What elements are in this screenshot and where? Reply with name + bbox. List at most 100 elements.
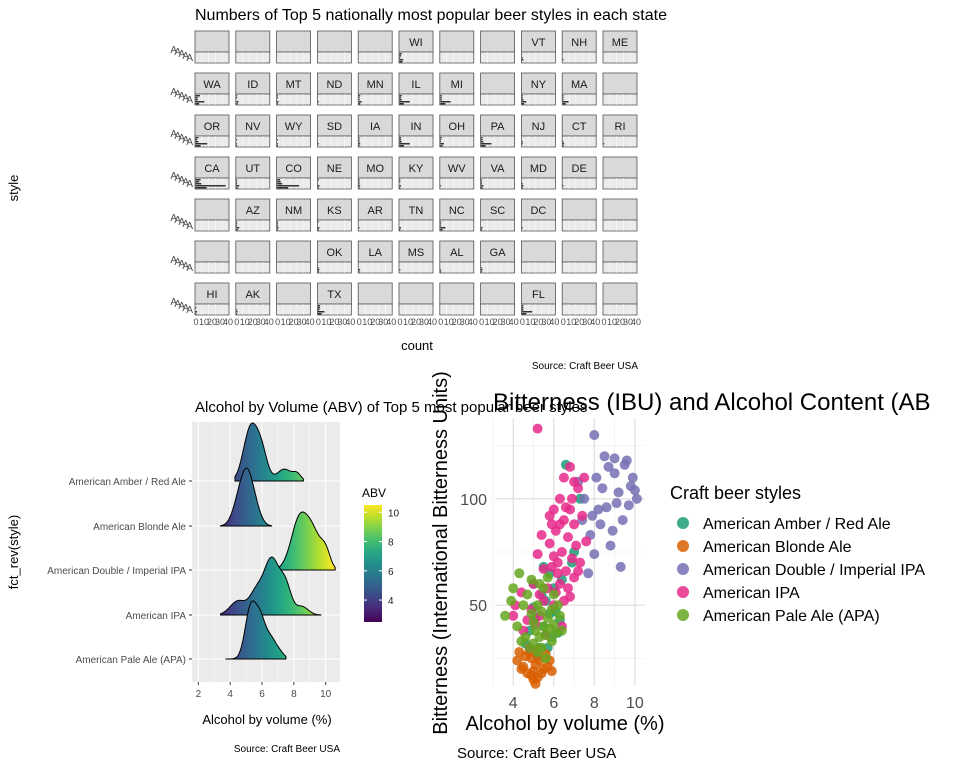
facet-bar-american-pale-ale-apa [399, 229, 401, 231]
legend-label-american-double-imperial-ipa: American Double / Imperial IPA [703, 562, 925, 579]
facet-bar-american-ipa [440, 269, 442, 271]
facet-x-tick-label: 40 [223, 317, 233, 327]
facet-plot-area [439, 135, 475, 148]
facet-bar-american-blonde-ale [562, 97, 564, 99]
facet-y-tick-label: A [182, 219, 189, 230]
colorbar [364, 505, 382, 622]
scatter-point [563, 583, 573, 594]
facet-x-tick-label: 20 [289, 317, 299, 327]
facet-y-tick-label: A [186, 53, 193, 64]
facet-plot-area [276, 93, 312, 106]
facet-bar-american-blonde-ale [399, 97, 401, 99]
scatter-point [512, 621, 523, 632]
facet-panel-wi: WI [398, 30, 434, 64]
facet-strip-label: DC [530, 205, 546, 217]
facet-plot-area [521, 135, 556, 148]
facet-panel-empty [561, 198, 597, 232]
facet-strip [480, 282, 516, 305]
facet-plot-area [316, 219, 352, 232]
facet-chart-caption: Source: Craft Beer USA [532, 361, 638, 372]
facet-y-tick-label: A [174, 257, 181, 268]
facet-bar-american-ipa [440, 101, 451, 103]
facet-bar-american-ipa [358, 227, 360, 229]
facet-bar-american-amber-red-ale [195, 137, 199, 139]
facet-strip [398, 282, 434, 305]
scatter-point [560, 566, 571, 577]
facet-bar-american-ipa [521, 101, 527, 103]
facet-x-tick-label: 10 [281, 317, 291, 327]
scatter-point [538, 564, 549, 574]
facet-bar-american-blonde-ale [440, 97, 442, 99]
facet-strip [235, 30, 271, 53]
ridgeline-y-tick-label: American IPA [126, 611, 187, 622]
scatter-point [516, 664, 527, 674]
facet-y-tick-label: A [186, 305, 193, 316]
facet-panel-empty [316, 30, 352, 64]
legend-key-american-blonde-ale [677, 540, 689, 552]
facet-strip-label: NM [285, 205, 302, 217]
facet-y-tick-label: A [178, 133, 185, 144]
facet-x-tick-label: 30 [501, 317, 511, 327]
scatter-x-tick-label: 6 [549, 695, 558, 712]
facet-bar-american-blonde-ale [399, 181, 401, 183]
facet-bar-american-ipa [399, 227, 401, 229]
legend-label-american-ipa: American IPA [703, 585, 800, 602]
ridgeline-y-axis-label: fct_rev(style) [6, 515, 21, 589]
state-facet-bar-chart: Numbers of Top 5 nationally most popular… [6, 7, 667, 372]
facet-y-tick-label: A [178, 259, 185, 270]
facet-panel-empty [602, 198, 638, 232]
facet-bar-american-pale-ale-apa [481, 271, 482, 273]
facet-strip-label: NY [531, 79, 547, 91]
facet-plot-area [357, 177, 393, 190]
facet-bar-american-amber-red-ale [195, 95, 200, 97]
facet-x-tick-label: 0 [561, 317, 566, 327]
scatter-point [629, 485, 640, 496]
facet-plot-area [480, 51, 516, 64]
facet-bar-american-blonde-ale [358, 97, 360, 99]
facet-panel-de: DE [561, 156, 597, 190]
facet-panel-empty [602, 72, 638, 106]
facet-bar-american-pale-ale-apa [521, 103, 525, 105]
facet-bar-american-pale-ale-apa [277, 187, 289, 189]
facet-bar-american-double-imperial-ipa [317, 267, 319, 269]
facet-x-tick-label: 0 [438, 317, 443, 327]
facet-bar-american-blonde-ale [195, 181, 200, 183]
facet-bar-american-double-imperial-ipa [481, 183, 482, 185]
facet-bar-american-blonde-ale [358, 181, 360, 183]
facet-x-tick-label: 10 [199, 317, 209, 327]
facet-y-tick-label: A [178, 217, 185, 228]
facet-bar-american-ipa [440, 185, 442, 187]
facet-bar-american-ipa [521, 311, 533, 313]
facet-bar-american-pale-ale-apa [277, 145, 278, 147]
facet-plot-area [316, 177, 352, 190]
facet-strip-label: ME [612, 37, 629, 49]
facet-panel-sc: SC [480, 198, 516, 232]
scatter-point [508, 610, 519, 621]
scatter-point [552, 600, 563, 611]
facet-plot-area [316, 93, 352, 106]
facet-bar-american-ipa [521, 143, 523, 145]
facet-panel-in: IN [398, 114, 434, 148]
facet-strip [561, 282, 597, 305]
facet-bar-american-double-imperial-ipa [195, 99, 198, 101]
facet-strip-label: SD [327, 121, 342, 133]
facet-strip-label: TX [327, 289, 342, 301]
scatter-point [508, 583, 519, 594]
scatter-point [591, 472, 602, 483]
scatter-point [571, 540, 582, 551]
facet-bar-american-pale-ale-apa [358, 271, 360, 273]
facet-strip [602, 282, 638, 305]
facet-bar-american-pale-ale-apa [236, 313, 238, 315]
ridgeline-x-tick-label: 4 [227, 689, 233, 700]
facet-panel-nj: NJ [521, 114, 556, 148]
facet-plot-area [561, 93, 597, 106]
facet-bar-american-ipa [195, 101, 205, 103]
facet-bar-american-pale-ale-apa [399, 103, 404, 105]
facet-x-tick-label: 20 [615, 317, 625, 327]
ridgeline-densities [220, 422, 336, 660]
facet-panel-ri: RI [602, 114, 638, 148]
